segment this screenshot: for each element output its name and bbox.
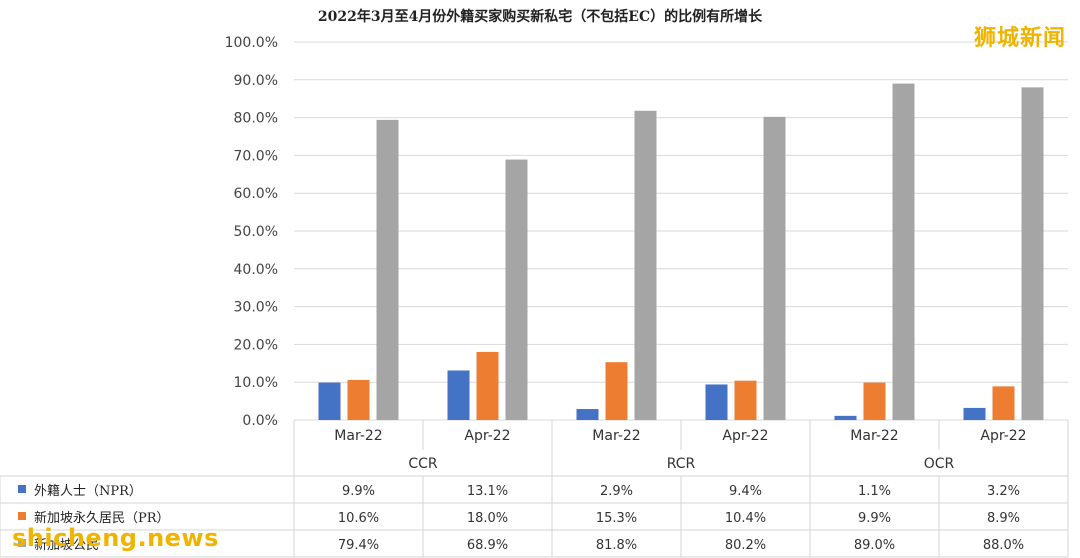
category-label: Mar-22 [592, 428, 640, 444]
data-label: 81.8% [596, 538, 637, 553]
y-tick-label: 90.0% [234, 73, 278, 89]
bars [318, 83, 1044, 421]
bar [1021, 87, 1044, 421]
bar [992, 386, 1015, 420]
data-label: 9.9% [342, 484, 375, 499]
y-tick-label: 0.0% [242, 413, 278, 429]
region-label: RCR [667, 456, 696, 472]
region-label: OCR [924, 456, 955, 472]
bar [963, 407, 986, 420]
chart-title: 2022年3月至4月份外籍买家购买新私宅（不包括EC）的比例有所增长 [317, 9, 763, 25]
bar [863, 382, 886, 420]
data-label: 8.9% [987, 511, 1020, 526]
legend-swatch [18, 539, 26, 547]
bar [705, 384, 728, 420]
data-label: 79.4% [338, 538, 379, 553]
bar [763, 116, 786, 421]
data-label: 9.9% [858, 511, 891, 526]
y-tick-label: 50.0% [234, 224, 278, 240]
data-label: 15.3% [596, 511, 637, 526]
y-tick-label: 20.0% [234, 337, 278, 353]
legend-swatch [18, 485, 26, 493]
data-label: 89.0% [854, 538, 895, 553]
category-label: Apr-22 [722, 428, 768, 444]
category-label: Mar-22 [850, 428, 898, 444]
category-label: Apr-22 [464, 428, 510, 444]
bar [734, 380, 757, 420]
legend-swatch [18, 512, 26, 520]
y-tick-label: 40.0% [234, 262, 278, 278]
data-table: Mar-22 Apr-22 Mar-22 Apr-22 Mar-22 Apr-22 CCR R… [0, 420, 1069, 558]
data-label: 3.2% [987, 484, 1020, 499]
data-label: 1.1% [858, 484, 891, 499]
bar [447, 370, 470, 420]
data-label: 9.4% [729, 484, 762, 499]
watermark-site-text: shicheng.news [12, 524, 219, 552]
row-label: 外籍人士（NPR） [34, 483, 142, 499]
data-label: 68.9% [467, 538, 508, 553]
data-label: 10.4% [725, 511, 766, 526]
y-tick-label: 30.0% [234, 300, 278, 316]
y-tick-label: 70.0% [234, 148, 278, 164]
row-label: 新加坡公民 [34, 537, 99, 553]
y-tick-label: 60.0% [234, 186, 278, 202]
bar [834, 415, 857, 420]
watermark-logo-text: 狮城新闻 [973, 26, 1066, 51]
bar [476, 351, 499, 420]
category-label: Mar-22 [334, 428, 382, 444]
bar [505, 159, 528, 421]
bar [892, 83, 915, 420]
row-label: 新加坡永久居民（PR） [34, 510, 170, 526]
grid-lines [294, 41, 1068, 421]
bar [318, 382, 341, 420]
data-label: 18.0% [467, 511, 508, 526]
y-tick-label: 100.0% [225, 35, 278, 51]
bar [576, 409, 599, 420]
bar [376, 119, 399, 421]
region-label: CCR [408, 456, 438, 472]
data-label: 13.1% [467, 484, 508, 499]
data-label: 88.0% [983, 538, 1024, 553]
category-label: Apr-22 [980, 428, 1026, 444]
bar [605, 362, 628, 420]
data-label: 10.6% [338, 511, 379, 526]
bar [634, 110, 657, 421]
data-label: 2.9% [600, 484, 633, 499]
y-axis-ticks: 0.0% 10.0% 20.0% 30.0% 40.0% 50.0% 60.0% 70.0% 8… [225, 35, 278, 429]
bar [347, 379, 370, 420]
data-label: 80.2% [725, 538, 766, 553]
y-tick-label: 80.0% [234, 111, 278, 127]
y-tick-label: 10.0% [234, 375, 278, 391]
